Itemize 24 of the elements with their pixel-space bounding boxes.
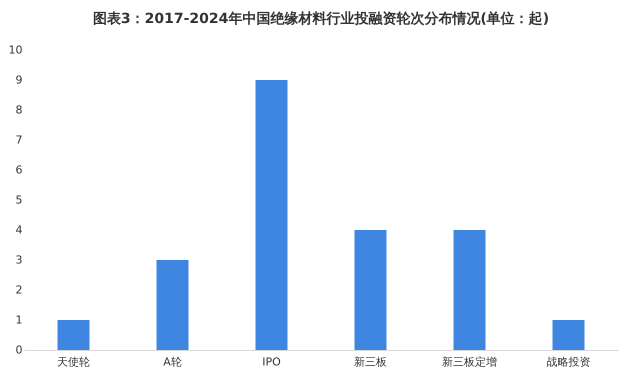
y-tick-label: 7 <box>16 134 22 146</box>
bar <box>256 80 288 350</box>
y-tick-label: 5 <box>16 194 22 206</box>
x-tick-label: IPO <box>262 356 282 368</box>
y-tick-label: 1 <box>16 314 22 326</box>
y-tick-label: 3 <box>16 254 22 266</box>
bar <box>454 230 486 350</box>
y-tick-label: 10 <box>8 44 22 56</box>
x-tick-label: 战略投资 <box>546 356 590 368</box>
bar <box>58 320 90 350</box>
x-tick-label: 新三板定增 <box>442 356 497 368</box>
y-tick-label: 8 <box>16 104 22 116</box>
y-tick-label: 2 <box>16 284 22 296</box>
bar <box>156 260 188 350</box>
x-tick-label: A轮 <box>163 356 182 368</box>
x-tick-label: 天使轮 <box>57 356 90 368</box>
y-tick-label: 6 <box>16 164 22 176</box>
y-tick-label: 0 <box>16 344 22 356</box>
bar <box>552 320 584 350</box>
y-tick-label: 4 <box>16 224 22 236</box>
x-tick-label: 新三板 <box>354 356 387 368</box>
y-tick-label: 9 <box>16 74 22 86</box>
bar <box>354 230 386 350</box>
chart-title: 图表3：2017-2024年中国绝缘材料行业投融资轮次分布情况(单位：起) <box>92 11 550 27</box>
